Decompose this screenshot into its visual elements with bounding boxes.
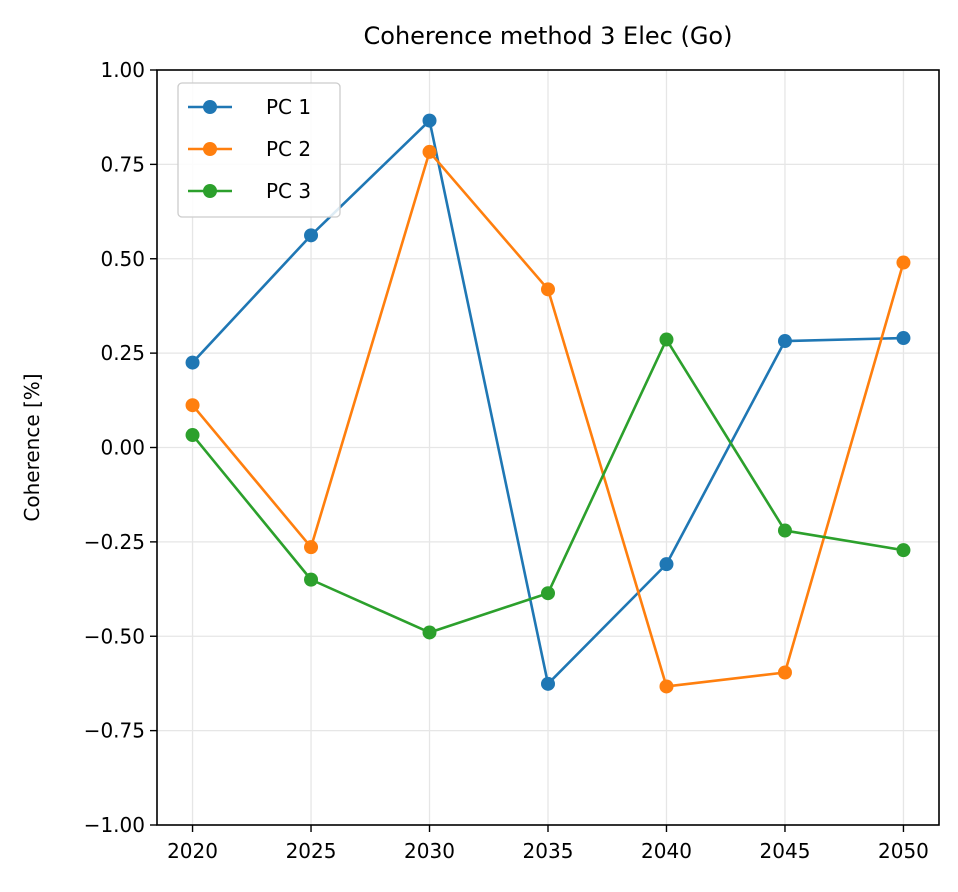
- legend-marker: [203, 142, 217, 156]
- data-point: [422, 144, 437, 159]
- series-3: [185, 332, 911, 640]
- data-point: [185, 428, 200, 443]
- data-point: [896, 331, 911, 346]
- y-tick-label: −1.00: [84, 813, 145, 837]
- data-point: [659, 332, 674, 347]
- y-tick-label: −0.25: [84, 530, 145, 554]
- x-tick-label: 2030: [404, 839, 455, 863]
- y-axis-label: Coherence [%]: [20, 373, 44, 521]
- axis-ticks: 2020 2025 2030 2035 2040 2045 2050 −1.00 −0.75 −0…: [84, 58, 929, 863]
- y-tick-label: −0.75: [84, 719, 145, 743]
- legend: PC 1 PC 2 PC 3: [177, 82, 341, 218]
- legend-box: [177, 82, 341, 218]
- x-tick-label: 2045: [760, 839, 811, 863]
- data-point: [541, 586, 555, 601]
- legend-item: PC 1: [188, 95, 311, 119]
- legend-item: PC 2: [188, 137, 311, 161]
- y-tick-label: 0.25: [100, 341, 145, 365]
- data-point: [304, 228, 319, 243]
- legend-marker: [203, 184, 217, 198]
- data-point: [422, 625, 437, 640]
- data-point: [777, 523, 792, 538]
- legend-marker: [203, 100, 217, 114]
- data-point: [185, 355, 200, 370]
- x-tick-label: 2025: [286, 839, 337, 863]
- chart-title: Coherence method 3 Elec (Go): [364, 22, 733, 50]
- data-point: [896, 255, 911, 270]
- y-tick-label: 1.00: [100, 58, 145, 82]
- data-point: [777, 665, 792, 680]
- series-2: [185, 144, 911, 694]
- x-tick-label: 2020: [167, 839, 218, 863]
- y-tick-label: 0.50: [100, 247, 145, 271]
- legend-item: PC 3: [188, 179, 311, 203]
- x-tick-label: 2035: [523, 839, 574, 863]
- data-point: [541, 676, 555, 691]
- series-1: [185, 113, 911, 691]
- y-tick-label: 0.00: [100, 436, 145, 460]
- y-tick-label: 0.75: [100, 152, 145, 176]
- data-point: [777, 334, 792, 349]
- data-point: [185, 398, 200, 413]
- series-layer: [185, 113, 911, 694]
- data-point: [304, 540, 319, 555]
- x-tick-label: 2040: [641, 839, 692, 863]
- legend-label: PC 2: [266, 137, 311, 161]
- legend-label: PC 1: [266, 95, 311, 119]
- legend-label: PC 3: [266, 179, 311, 203]
- data-point: [896, 543, 911, 558]
- data-point: [304, 572, 319, 587]
- x-tick-label: 2050: [878, 839, 929, 863]
- data-point: [422, 113, 437, 128]
- y-tick-label: −0.50: [84, 624, 145, 648]
- data-point: [541, 282, 555, 297]
- data-point: [659, 679, 674, 694]
- data-point: [659, 557, 674, 572]
